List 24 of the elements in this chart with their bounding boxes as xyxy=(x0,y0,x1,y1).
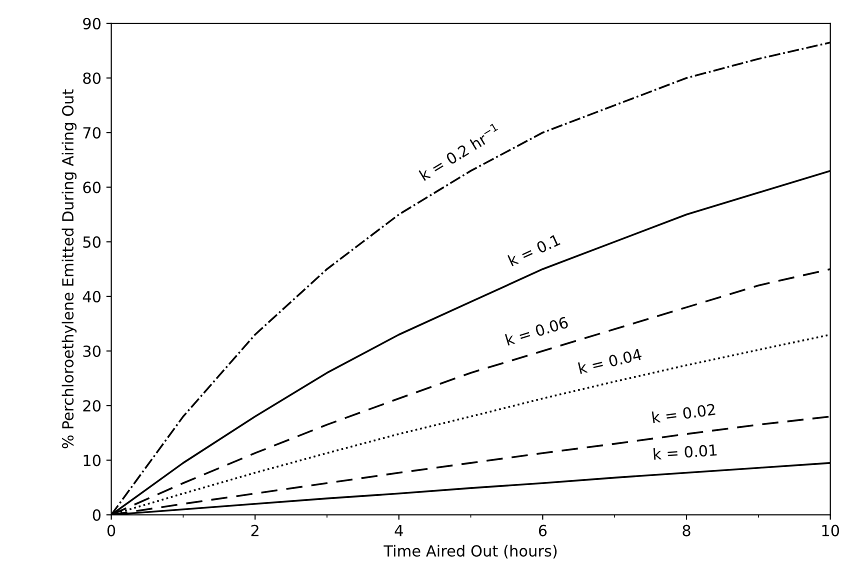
y-tick-label: 90 xyxy=(83,18,101,30)
y-tick-label: 60 xyxy=(83,182,101,194)
y-tick-label: 80 xyxy=(83,72,101,84)
annotation: k = 0.1 xyxy=(508,234,561,266)
y-tick-label: 70 xyxy=(83,127,101,139)
x-tick-label: 8 xyxy=(682,524,690,536)
y-axis-title: % Perchloroethylene Emitted During Airing Out xyxy=(62,89,77,448)
x-tick-label: 0 xyxy=(107,524,116,536)
annotation: k = 0.01 xyxy=(653,444,717,460)
y-tick-label: 0 xyxy=(92,509,101,521)
y-tick-label: 10 xyxy=(84,454,101,466)
y-tick-label: 30 xyxy=(83,345,101,358)
x-axis-title: Time Aired Out (hours) xyxy=(384,544,557,558)
x-tick-label: 4 xyxy=(394,524,403,536)
x-tick-label: 2 xyxy=(251,524,258,536)
annotation: k = 0.02 xyxy=(652,403,716,424)
annotation: k = 0.06 xyxy=(504,316,569,346)
annotation: k = 0.04 xyxy=(578,348,642,374)
y-tick-label: 20 xyxy=(83,400,101,412)
x-tick-label: 10 xyxy=(822,524,840,536)
x-tick-label: 6 xyxy=(538,524,547,536)
annotation: k = 0.2 hr$^{−1}$ xyxy=(418,122,502,182)
y-tick-label: 40 xyxy=(82,290,101,302)
y-tick-label: 50 xyxy=(83,236,101,248)
